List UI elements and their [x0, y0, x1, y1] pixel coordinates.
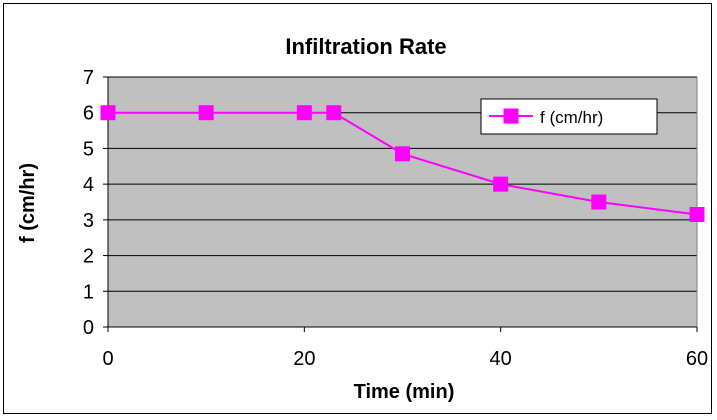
legend-label: f (cm/hr): [540, 108, 603, 127]
y-tick-label-4: 4: [83, 174, 94, 196]
y-tick-label-0: 0: [83, 317, 94, 339]
series-layer: [100, 105, 705, 222]
data-point-0-1: [198, 105, 214, 121]
x-tick-label-20: 20: [293, 348, 315, 370]
y-tick-label-5: 5: [83, 138, 94, 160]
chart-svg: Infiltration Rate f (cm/hr) Time (min) 0…: [17, 34, 708, 403]
x-tick-label-40: 40: [490, 348, 512, 370]
y-tick-label-2: 2: [83, 246, 94, 268]
y-tick-label-3: 3: [83, 210, 94, 232]
legend-marker-sample: [503, 108, 519, 124]
data-point-0-2: [296, 105, 312, 121]
series-line-0: [108, 111, 698, 216]
chart-title: Infiltration Rate: [285, 34, 446, 59]
legend: f (cm/hr): [480, 98, 658, 135]
y-tick-label-7: 7: [83, 67, 94, 89]
x-tick-label-0: 0: [102, 348, 113, 370]
data-point-0-3: [326, 105, 342, 121]
data-point-0-6: [591, 194, 607, 210]
y-axis-label: f (cm/hr): [17, 163, 39, 243]
data-point-0-7: [689, 207, 705, 222]
data-point-0-0: [100, 105, 116, 121]
x-tick-label-60: 60: [686, 348, 708, 370]
x-axis-label: Time (min): [354, 381, 455, 403]
data-point-0-4: [395, 146, 410, 162]
chart-frame: Infiltration Rate f (cm/hr) Time (min) 0…: [3, 3, 712, 414]
data-point-0-5: [493, 176, 509, 192]
y-tick-label-1: 1: [83, 281, 94, 303]
y-tick-label-6: 6: [83, 103, 94, 125]
